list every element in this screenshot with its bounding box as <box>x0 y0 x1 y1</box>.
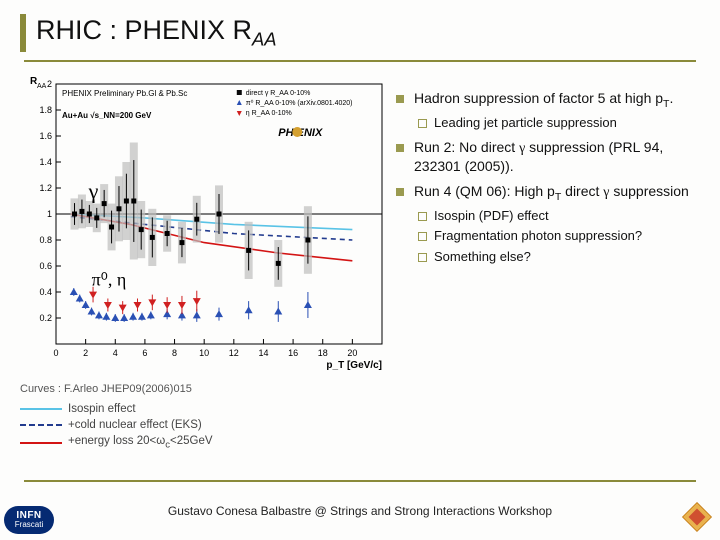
svg-text:2: 2 <box>83 348 88 358</box>
sub-bullet-item: Leading jet particle suppression <box>418 115 704 131</box>
svg-text:0.6: 0.6 <box>39 261 52 271</box>
curve-legend-row: +energy loss 20<ωc<25GeV <box>20 435 390 450</box>
curve-legend-row: +cold nuclear effect (EKS) <box>20 419 390 431</box>
svg-text:γ: γ <box>88 178 99 203</box>
svg-text:4: 4 <box>113 348 118 358</box>
svg-text:0.2: 0.2 <box>39 313 52 323</box>
sub-bullet-list: Isospin (PDF) effect Fragmentation photon… <box>414 208 704 265</box>
svg-text:6: 6 <box>142 348 147 358</box>
curve-legend-swatch <box>20 442 62 444</box>
svg-text:8: 8 <box>172 348 177 358</box>
sub-bullet-list: Leading jet particle suppression <box>414 115 704 131</box>
svg-text:p_T [GeV/c]: p_T [GeV/c] <box>326 360 382 371</box>
svg-text:π⁰ R_AA 0-10% (arXiv.0801.402: π⁰ R_AA 0-10% (arXiv.0801.4020) <box>246 99 353 107</box>
sub-bullet-item: Fragmentation photon suppression? <box>418 228 704 244</box>
curve-legend-row: Isospin effect <box>20 403 390 415</box>
svg-text:η R_AA 0-10%: η R_AA 0-10% <box>246 110 292 117</box>
svg-text:1.8: 1.8 <box>39 105 52 115</box>
infn-logo-line2: Frascati <box>15 521 43 529</box>
footer-rule <box>24 480 696 482</box>
svg-text:1.4: 1.4 <box>39 157 52 167</box>
svg-text:10: 10 <box>199 348 209 358</box>
curve-legend-label: Isospin effect <box>68 403 136 415</box>
infn-logo: INFN Frascati <box>4 506 54 534</box>
svg-text:20: 20 <box>347 348 357 358</box>
svg-text:AA: AA <box>37 83 47 90</box>
bullet-item: Run 2: No direct γ suppression (PRL 94, … <box>396 139 704 175</box>
raa-chart: 0 2 4 6 8 10 12 14 16 18 20 0.2 0.4 0.6 0.8 1 1.2 1.4 1.6 1… <box>20 74 390 374</box>
svg-text:π⁰, η: π⁰, η <box>92 270 127 290</box>
title-underline <box>24 60 696 62</box>
slide-title: RHIC : PHENIX RAA <box>36 15 277 50</box>
footer-text: Gustavo Conesa Balbastre @ Strings and S… <box>0 504 720 518</box>
chart-column: 0 2 4 6 8 10 12 14 16 18 20 0.2 0.4 0.6 0.8 1 1.2 1.4 1.6 1… <box>20 74 390 454</box>
content-row: 0 2 4 6 8 10 12 14 16 18 20 0.2 0.4 0.6 0.8 1 1.2 1.4 1.6 1… <box>0 74 720 454</box>
bullet-item: Hadron suppression of factor 5 at high p… <box>396 90 704 131</box>
title-accent-bar <box>20 14 26 52</box>
svg-text:PHENIX Preliminary Pb.Gl & Pb.: PHENIX Preliminary Pb.Gl & Pb.Sc <box>62 89 187 98</box>
svg-text:0: 0 <box>53 348 58 358</box>
svg-text:14: 14 <box>258 348 268 358</box>
title-text: RHIC : PHENIX R <box>36 15 252 45</box>
bullet-item: Run 4 (QM 06): High pT direct γ suppress… <box>396 183 704 265</box>
svg-text:12: 12 <box>229 348 239 358</box>
sub-bullet-item: Something else? <box>418 249 704 265</box>
svg-text:1: 1 <box>47 209 52 219</box>
svg-text:1.6: 1.6 <box>39 131 52 141</box>
title-bar-region: RHIC : PHENIX RAA <box>0 0 720 60</box>
curve-legend-swatch <box>20 424 62 426</box>
phenix-logo-icon <box>680 500 714 534</box>
svg-text:direct γ R_AA 0-10%: direct γ R_AA 0-10% <box>246 90 311 97</box>
sub-bullet-item: Isospin (PDF) effect <box>418 208 704 224</box>
text-column: Hadron suppression of factor 5 at high p… <box>396 74 704 454</box>
curve-legend-label: +energy loss 20<ωc<25GeV <box>68 435 213 450</box>
svg-text:18: 18 <box>318 348 328 358</box>
curve-legend: Isospin effect +cold nuclear effect (EKS)… <box>20 403 390 450</box>
chart-caption: Curves : F.Arleo JHEP09(2006)015 <box>20 383 390 395</box>
bullet-list: Hadron suppression of factor 5 at high p… <box>396 90 704 265</box>
svg-text:1.2: 1.2 <box>39 183 52 193</box>
svg-text:0.4: 0.4 <box>39 287 52 297</box>
svg-text:2: 2 <box>47 79 52 89</box>
title-subscript: AA <box>252 29 277 50</box>
svg-text:Au+Au √s_NN=200 GeV: Au+Au √s_NN=200 GeV <box>62 111 152 120</box>
curve-legend-swatch <box>20 408 62 410</box>
svg-text:16: 16 <box>288 348 298 358</box>
curve-legend-label: +cold nuclear effect (EKS) <box>68 419 202 431</box>
svg-text:0.8: 0.8 <box>39 235 52 245</box>
